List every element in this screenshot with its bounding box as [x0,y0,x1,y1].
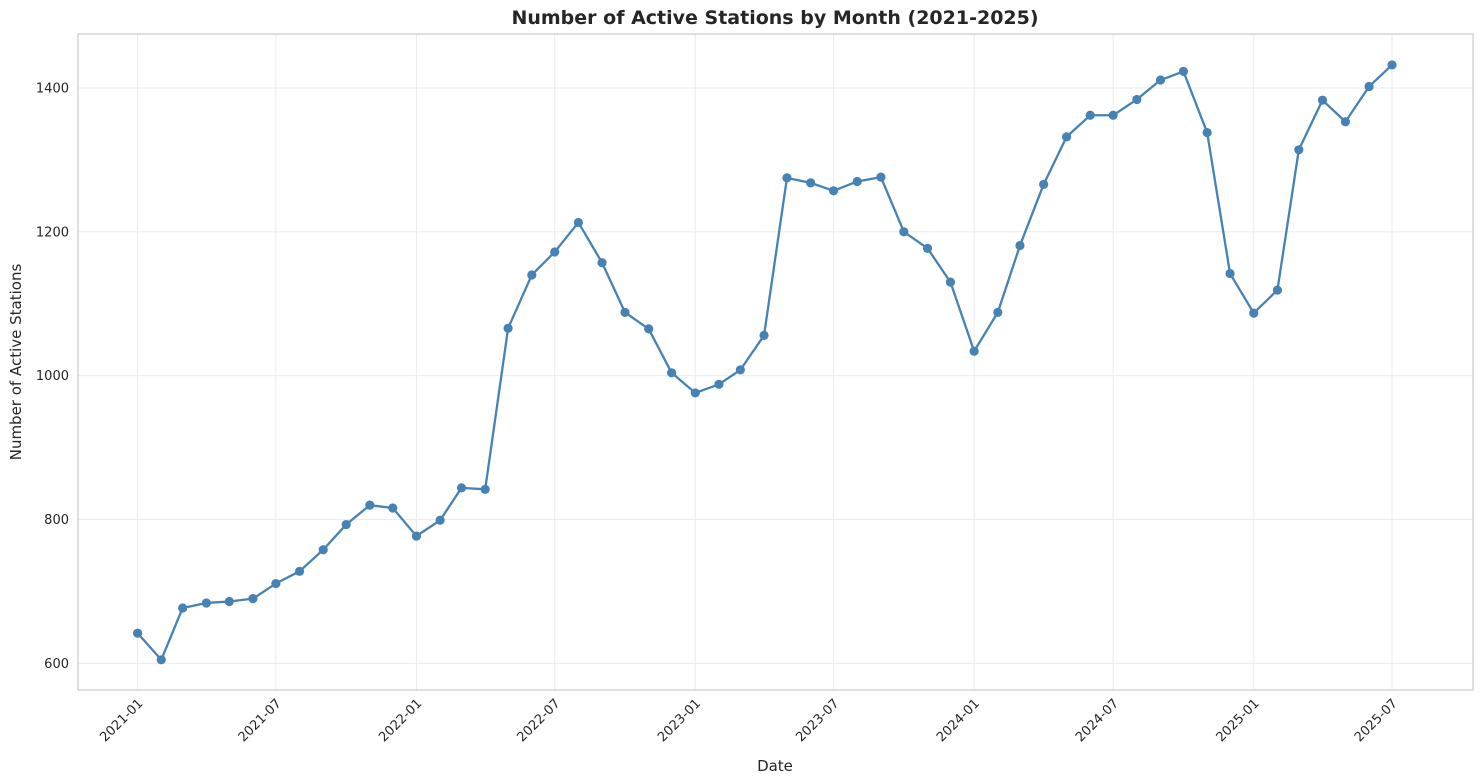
data-point [573,217,583,228]
data-point [1249,308,1259,318]
data-point [480,484,490,494]
data-point [156,655,166,665]
data-point [1340,117,1351,127]
data-point [550,247,560,257]
x-tick-label: 2023-01 [655,696,704,745]
data-point [1294,145,1304,155]
data-point [248,594,258,604]
data-point [1061,132,1072,142]
y-tick-label: 1000 [36,369,69,384]
data-point [876,172,886,182]
data-point [828,186,839,196]
data-point [341,519,351,530]
x-tick-labels: 2021-01 2021-07 2022-01 2022-07 2023-01 2023-… [97,696,1400,745]
data-point [132,628,143,638]
data-point [714,379,724,389]
data-point [1317,95,1328,105]
data-point [1085,110,1095,120]
data-point [271,578,281,589]
x-tick-label: 2022-01 [376,696,425,745]
data-point [922,243,933,253]
data-point [1178,66,1189,77]
data-point [852,176,862,187]
data-point [456,483,467,493]
data-point [527,270,537,280]
data-point [1225,268,1235,279]
data-point [411,531,422,541]
x-tick-label: 2021-01 [97,696,146,745]
data-point [945,277,956,287]
data-point [782,173,792,183]
x-tick-label: 2023-07 [793,696,842,745]
x-tick-label: 2021-07 [236,696,285,745]
data-point [503,323,513,333]
data-point [597,258,607,268]
data-point [1039,179,1049,189]
data-point [1272,285,1283,295]
data-point [178,603,188,613]
series-line-layer [136,64,1393,661]
data-point [993,307,1003,317]
data-point [620,307,630,317]
data-point [644,324,654,334]
data-point [1132,94,1142,105]
data-point [201,598,211,608]
data-point [1015,240,1025,251]
data-point [1108,110,1118,120]
data-point [1364,81,1374,92]
y-tick-label: 1200 [36,225,69,240]
x-tick-label: 2025-01 [1214,696,1263,745]
x-tick-label: 2022-07 [515,696,564,745]
data-point [1155,75,1166,85]
y-tick-label: 600 [44,657,69,672]
data-point [667,368,677,378]
data-point [294,566,305,576]
plot-frame [77,33,1474,691]
series-line [136,64,1393,661]
data-point [1202,127,1212,138]
y-axis-title: Number of Active Stations [7,264,25,461]
x-tick-label: 2025-07 [1352,696,1401,745]
chart-title: Number of Active Stations by Month (2021… [511,7,1038,29]
data-point [969,346,979,356]
grid [78,34,1473,690]
y-tick-label: 1400 [36,81,69,96]
data-point [690,388,700,398]
data-point [388,503,398,513]
x-tick-label: 2024-07 [1073,696,1122,745]
data-point [318,545,328,555]
data-point [806,178,816,188]
y-tick-labels: 600 800 1000 1200 1400 [36,81,69,671]
data-point [1387,60,1397,70]
data-points [132,60,1397,665]
y-tick-label: 800 [44,513,69,528]
data-point [899,227,909,237]
x-axis-title: Date [757,757,793,775]
data-point [365,500,375,510]
data-point [735,365,745,375]
data-point [224,596,234,607]
data-point [759,330,769,340]
x-tick-label: 2024-01 [934,696,983,745]
data-point [435,515,445,525]
